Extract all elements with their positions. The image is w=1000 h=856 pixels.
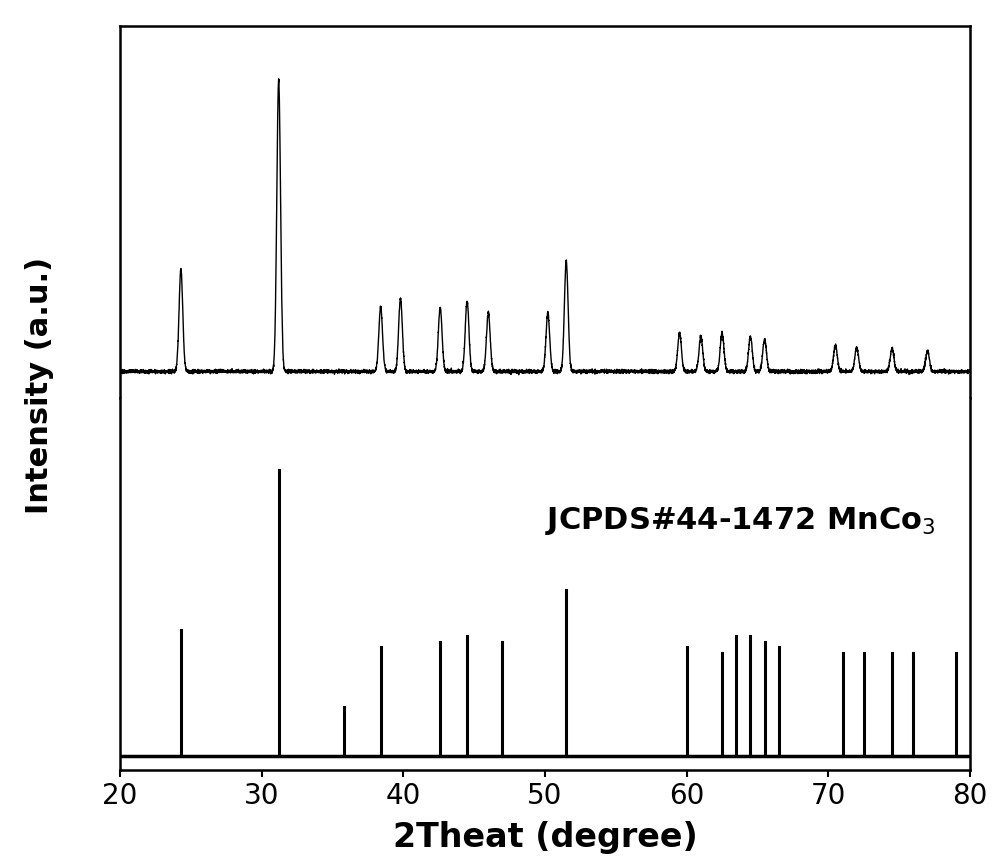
Text: JCPDS#44-1472 MnCo$_3$: JCPDS#44-1472 MnCo$_3$	[545, 505, 936, 538]
X-axis label: 2Theat (degree): 2Theat (degree)	[393, 821, 697, 854]
Text: Intensity (a.u.): Intensity (a.u.)	[25, 257, 55, 514]
